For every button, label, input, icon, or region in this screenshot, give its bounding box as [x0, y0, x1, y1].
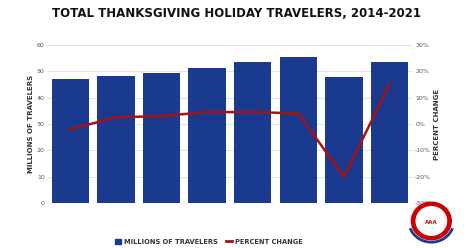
- Circle shape: [416, 207, 447, 235]
- Bar: [188, 68, 226, 203]
- Bar: [234, 62, 272, 203]
- Y-axis label: MILLIONS OF TRAVELERS: MILLIONS OF TRAVELERS: [28, 75, 34, 173]
- Bar: [97, 76, 135, 203]
- Circle shape: [411, 202, 451, 240]
- Bar: [371, 62, 408, 203]
- Bar: [52, 79, 89, 203]
- Bar: [143, 73, 180, 203]
- Bar: [280, 57, 317, 203]
- Text: TOTAL THANKSGIVING HOLIDAY TRAVELERS, 2014-2021: TOTAL THANKSGIVING HOLIDAY TRAVELERS, 20…: [53, 7, 421, 20]
- Text: AAA: AAA: [425, 220, 438, 225]
- Legend: MILLIONS OF TRAVELERS, PERCENT CHANGE: MILLIONS OF TRAVELERS, PERCENT CHANGE: [115, 239, 302, 245]
- Y-axis label: PERCENT CHANGE: PERCENT CHANGE: [434, 89, 440, 159]
- Bar: [325, 77, 363, 203]
